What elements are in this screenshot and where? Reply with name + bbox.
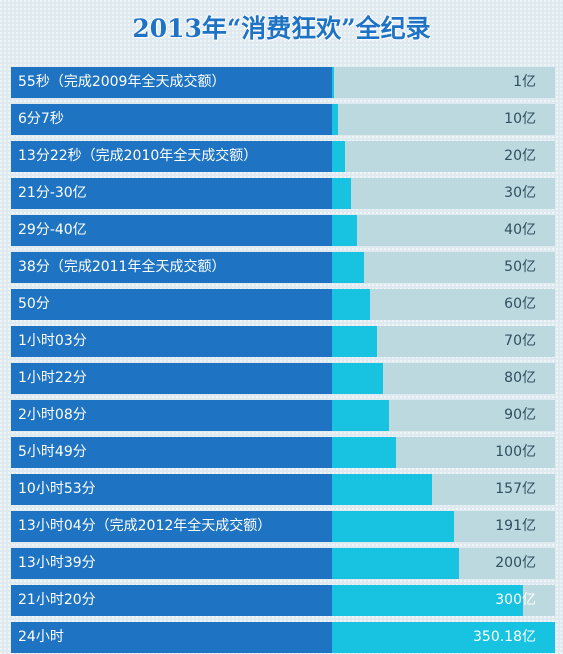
bar [332, 511, 454, 542]
value-label: 10亿 [504, 111, 536, 127]
bar-row: 24小时 350.18亿 [11, 622, 555, 653]
value-label: 60亿 [504, 296, 536, 312]
category-block: 2小时08分 [11, 400, 332, 431]
value-label: 80亿 [504, 370, 536, 386]
value-label: 50亿 [504, 259, 536, 275]
category-label: 13分22秒（完成2010年全天成交额） [18, 148, 258, 164]
bar [332, 252, 364, 283]
category-block: 38分（完成2011年全天成交额） [11, 252, 332, 283]
bar [332, 141, 345, 172]
bar-row: 1小时22分 80亿 [11, 363, 555, 394]
value-label: 200亿 [495, 555, 536, 571]
bar [332, 548, 459, 579]
bar-row: 50分 60亿 [11, 289, 555, 320]
bar [332, 326, 377, 357]
category-label: 2小时08分 [18, 407, 87, 423]
category-block: 5小时49分 [11, 437, 332, 468]
category-label: 5小时49分 [18, 444, 87, 460]
category-block: 13分22秒（完成2010年全天成交额） [11, 141, 332, 172]
category-label: 10小时53分 [18, 481, 96, 497]
bar [332, 67, 334, 98]
value-label: 100亿 [495, 444, 536, 460]
category-label: 13小时39分 [18, 555, 96, 571]
category-label: 21分-30亿 [18, 185, 87, 201]
bar-row: 5小时49分 100亿 [11, 437, 555, 468]
category-label: 6分7秒 [18, 111, 64, 127]
bar-row: 29分-40亿 40亿 [11, 215, 555, 246]
category-block: 6分7秒 [11, 104, 332, 135]
bar [332, 215, 357, 246]
bar-row: 1小时03分 70亿 [11, 326, 555, 357]
bar [332, 437, 396, 468]
category-block: 13小时04分（完成2012年全天成交额） [11, 511, 332, 542]
category-label: 13小时04分（完成2012年全天成交额） [18, 518, 272, 534]
bar-row: 13小时04分（完成2012年全天成交额） 191亿 [11, 511, 555, 542]
category-block: 24小时 [11, 622, 332, 653]
chart-title: 2013年“消费狂欢”全纪录 [132, 14, 431, 43]
category-label: 1小时03分 [18, 333, 87, 349]
bar-row: 21分-30亿 30亿 [11, 178, 555, 209]
category-label: 21小时20分 [18, 592, 96, 608]
category-label: 24小时 [18, 629, 64, 645]
bar-row: 38分（完成2011年全天成交额） 50亿 [11, 252, 555, 283]
category-label: 55秒（完成2009年全天成交额） [18, 74, 226, 90]
value-label: 300亿 [495, 592, 536, 608]
bar [332, 622, 555, 653]
value-label: 191亿 [495, 518, 536, 534]
category-label: 38分（完成2011年全天成交额） [18, 259, 226, 275]
value-label: 20亿 [504, 148, 536, 164]
category-block: 13小时39分 [11, 548, 332, 579]
category-block: 21小时20分 [11, 585, 332, 616]
value-label: 1亿 [513, 74, 536, 90]
value-label: 157亿 [495, 481, 536, 497]
category-block: 10小时53分 [11, 474, 332, 505]
category-label: 1小时22分 [18, 370, 87, 386]
category-block: 55秒（完成2009年全天成交额） [11, 67, 332, 98]
value-label: 30亿 [504, 185, 536, 201]
bar [332, 400, 389, 431]
category-block: 21分-30亿 [11, 178, 332, 209]
bar [332, 289, 370, 320]
bar-row: 21小时20分 300亿 [11, 585, 555, 616]
value-label: 40亿 [504, 222, 536, 238]
bar [332, 363, 383, 394]
bar-row: 13小时39分 200亿 [11, 548, 555, 579]
category-label: 29分-40亿 [18, 222, 87, 238]
bar-row: 10小时53分 157亿 [11, 474, 555, 505]
value-label: 90亿 [504, 407, 536, 423]
bar [332, 474, 432, 505]
category-block: 29分-40亿 [11, 215, 332, 246]
value-label: 70亿 [504, 333, 536, 349]
bar [332, 585, 523, 616]
category-label: 50分 [18, 296, 50, 312]
bar-row: 2小时08分 90亿 [11, 400, 555, 431]
bar [332, 178, 351, 209]
category-block: 50分 [11, 289, 332, 320]
bar-row: 13分22秒（完成2010年全天成交额） 20亿 [11, 141, 555, 172]
category-block: 1小时22分 [11, 363, 332, 394]
category-block: 1小时03分 [11, 326, 332, 357]
bar-row: 55秒（完成2009年全天成交额） 1亿 [11, 67, 555, 98]
bar [332, 104, 338, 135]
bar-row: 6分7秒 10亿 [11, 104, 555, 135]
value-label: 350.18亿 [473, 629, 536, 645]
